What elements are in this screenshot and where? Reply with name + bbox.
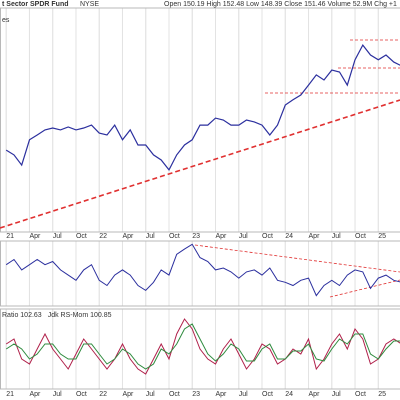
x-tick-label: Oct	[355, 391, 366, 398]
legend-entry: Jdk RS-Mom 100.85	[48, 312, 112, 319]
grid-layer	[5, 8, 379, 389]
x-tick-label: Oct	[76, 391, 87, 398]
x-tick-label: Oct	[169, 391, 180, 398]
x-tick-label: Jul	[239, 391, 248, 398]
x-tick-label: Jul	[239, 233, 248, 240]
exchange: NYSE	[80, 1, 99, 8]
x-tick-label: Jul	[53, 391, 62, 398]
x-tick-label: Apr	[216, 391, 228, 398]
x-tick-label: Apr	[309, 233, 321, 240]
chart-title: t Sector SPDR Fund	[2, 1, 69, 8]
x-tick-label: Apr	[122, 233, 134, 240]
x-tick-label: 25	[378, 233, 386, 240]
x-tick-label: 24	[285, 233, 293, 240]
corner-label: es	[2, 17, 10, 24]
x-tick-label: 23	[192, 391, 200, 398]
x-tick-label: 22	[99, 233, 107, 240]
x-tick-label: Apr	[29, 391, 41, 398]
trend-line	[0, 99, 400, 229]
x-tick-label: Apr	[29, 233, 41, 240]
series-line	[5, 243, 400, 297]
x-tick-label: 21	[6, 233, 14, 240]
price-panel	[0, 7, 400, 233]
series-line	[5, 323, 400, 370]
x-tick-label: 24	[285, 391, 293, 398]
x-tick-label: Oct	[262, 391, 273, 398]
quote: Open 150.19 High 152.48 Low 148.39 Close…	[164, 1, 397, 8]
x-tick-label: 21	[6, 391, 14, 398]
x-tick-label: Oct	[262, 233, 273, 240]
x-tick-label: Apr	[216, 233, 228, 240]
x-tick-label: Apr	[122, 391, 134, 398]
rs-panel	[0, 240, 400, 307]
momentum-panel	[0, 308, 400, 390]
x-tick-label: Apr	[309, 391, 321, 398]
x-tick-label: Jul	[146, 391, 155, 398]
series-line	[5, 43, 400, 172]
x-tick-label: Oct	[169, 233, 180, 240]
x-tick-label: Oct	[355, 233, 366, 240]
rs-trend-line	[194, 244, 400, 273]
legend-entry: Ratio 102.63	[2, 312, 42, 319]
x-tick-label: Jul	[332, 233, 341, 240]
x-tick-label: Jul	[53, 233, 62, 240]
rs-trend-line	[329, 279, 400, 298]
series-line	[5, 318, 400, 375]
x-tick-label: 25	[378, 391, 386, 398]
x-tick-label: Jul	[332, 391, 341, 398]
x-tick-label: Oct	[76, 233, 87, 240]
x-tick-label: 22	[99, 391, 107, 398]
x-tick-label: 23	[192, 233, 200, 240]
x-tick-label: Jul	[146, 233, 155, 240]
